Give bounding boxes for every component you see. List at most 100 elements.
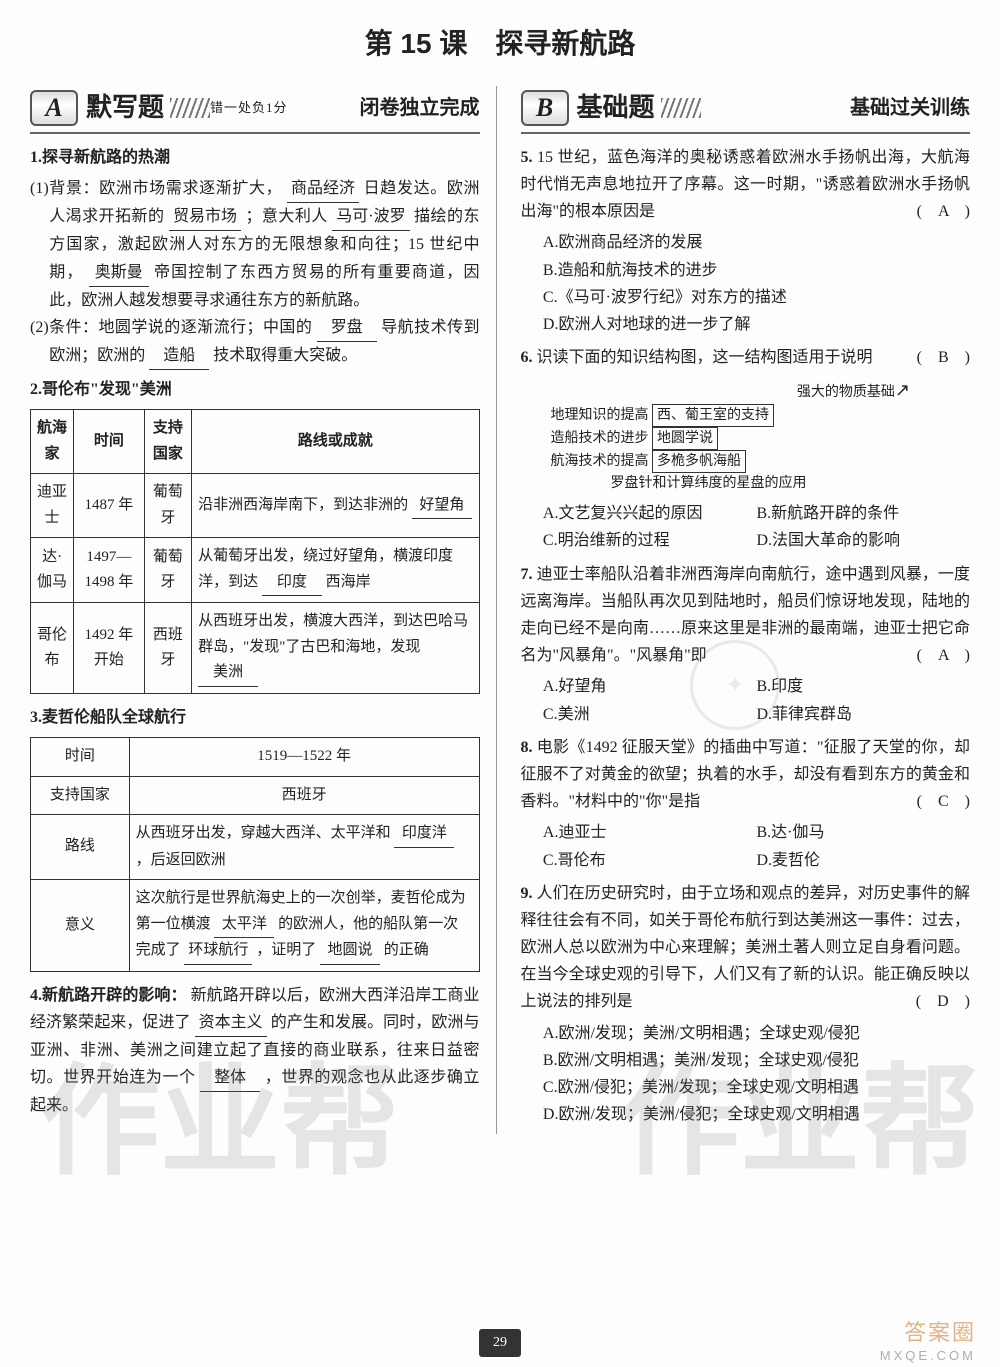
text: (2)条件：地圆学说的逐渐流行；中国的 <box>30 319 312 336</box>
qnum: 6. <box>521 349 533 366</box>
blank: 奥斯曼 <box>89 259 149 287</box>
opt: C.《马可·波罗行纪》对东方的描述 <box>543 284 970 311</box>
heading-2: 2.哥伦布"发现"美洲 <box>30 376 480 403</box>
text: 的正确 <box>384 942 429 958</box>
section-a-header: A 默写题 错一处负1分 闭卷独立完成 <box>30 86 480 134</box>
td: 1497—1498 年 <box>74 538 145 603</box>
magellan-table: 时间 1519—1522 年 支持国家 西班牙 路线 从西班牙出发，穿越大西洋、… <box>30 737 480 972</box>
td: 从西班牙出发，横渡大西洋，到达巴哈马群岛，"发现"了古巴和海地，发现 美洲 <box>192 603 479 694</box>
heading-1: 1.探寻新航路的热潮 <box>30 144 480 171</box>
text: 从西班牙出发，横渡大西洋，到达巴哈马群岛，"发现"了古巴和海地，发现 <box>198 613 468 655</box>
td: 1519—1522 年 <box>129 738 479 777</box>
answer-paren: ( C ) <box>917 788 970 815</box>
td: 支持国家 <box>31 776 130 815</box>
td: 沿非洲西海岸南下，到达非洲的 好望角 <box>192 474 479 538</box>
section-b-header: B 基础题 基础过关训练 <box>521 86 971 134</box>
td: 路线 <box>31 815 130 880</box>
answer: D <box>937 993 949 1010</box>
td: 西班牙 <box>144 603 191 694</box>
q5-options: A.欧洲商品经济的发展 B.造船和航海技术的进步 C.《马可·波罗行纪》对东方的… <box>543 229 970 338</box>
blank: 美洲 <box>198 660 258 687</box>
opt: C.美洲 <box>543 701 757 728</box>
th: 时间 <box>74 410 145 474</box>
corner-url: MXQE.COM <box>880 1345 976 1367</box>
diagram-text: 航海技术的提高 <box>551 454 649 469</box>
answer-paren: ( A ) <box>917 198 970 225</box>
q6-diagram: 强大的物质基础↗ 地理知识的提高 西、葡王室的支持 造船技术的进步 地圆学说 航… <box>551 377 971 494</box>
page-number: 29 <box>479 1329 521 1357</box>
blank: 贸易市场 <box>169 203 241 231</box>
answer-paren: ( D ) <box>916 988 970 1015</box>
th: 航海家 <box>31 410 74 474</box>
th: 支持国家 <box>144 410 191 474</box>
diagram-box: 西、葡王室的支持 <box>652 404 774 427</box>
answer-paren: ( A ) <box>917 642 970 669</box>
blank: 马可·波罗 <box>332 203 409 231</box>
opt: B.新航路开辟的条件 <box>756 500 970 527</box>
text: 西海岸 <box>326 574 371 590</box>
blank: 地圆说 <box>320 938 380 965</box>
text: 技术取得重大突破。 <box>213 347 357 364</box>
para-1-1: (1)背景：欧洲市场需求逐渐扩大， 商品经济 日趋发达。欧洲人渴求开拓新的 贸易… <box>49 175 479 314</box>
text: ；意大利人 <box>245 208 327 225</box>
heading-3: 3.麦哲伦船队全球航行 <box>30 704 480 731</box>
th: 路线或成就 <box>192 410 479 474</box>
opt: C.欧洲/侵犯；美洲/发现；全球史观/文明相遇 <box>543 1074 970 1101</box>
td: 从西班牙出发，穿越大西洋、太平洋和 印度洋 ，后返回欧洲 <box>129 815 479 880</box>
qtext: 电影《1492 征服天堂》的插曲中写道："征服了天堂的你，却征服不了对黄金的欲望… <box>521 739 971 810</box>
blank: 商品经济 <box>287 175 359 203</box>
question-9: 9. 人们在历史研究时，由于立场和观点的差异，对历史事件的解释往往会有不同，如关… <box>521 880 971 1016</box>
para-1-2: (2)条件：地圆学说的逐渐流行；中国的 罗盘 导航技术传到欧洲；欧洲的 造船 技… <box>49 314 479 370</box>
td: 迪亚士 <box>31 474 74 538</box>
opt: A.欧洲商品经济的发展 <box>543 229 970 256</box>
blank: 印度洋 <box>394 821 454 848</box>
q9-options: A.欧洲/发现；美洲/文明相遇；全球史观/侵犯 B.欧洲/文明相遇；美洲/发现；… <box>543 1020 970 1129</box>
blank: 资本主义 <box>195 1009 267 1037</box>
answer: A <box>938 203 949 220</box>
td: 达·伽马 <box>31 538 74 603</box>
sec-a-right: 闭卷独立完成 <box>360 91 480 125</box>
td: 从葡萄牙出发，绕过好望角，横渡印度洋，到达 印度 西海岸 <box>192 538 479 603</box>
blank: 整体 <box>200 1064 260 1092</box>
sec-a-sub: 错一处负1分 <box>210 97 288 119</box>
blank: 造船 <box>149 342 209 370</box>
two-column-layout: A 默写题 错一处负1分 闭卷独立完成 1.探寻新航路的热潮 (1)背景：欧洲市… <box>30 86 970 1135</box>
opt: C.哥伦布 <box>543 847 757 874</box>
diagram-box: 地圆学说 <box>652 427 718 450</box>
sec-b-title: 基础题 <box>577 86 655 130</box>
td: 时间 <box>31 738 130 777</box>
td: 1492 年开始 <box>74 603 145 694</box>
text: (1)背景：欧洲市场需求逐渐扩大， <box>30 180 282 197</box>
diagram-text: 强大的物质基础 <box>797 385 895 400</box>
td: 葡萄牙 <box>144 474 191 538</box>
td: 西班牙 <box>129 776 479 815</box>
question-8: 8. 电影《1492 征服天堂》的插曲中写道："征服了天堂的你，却征服不了对黄金… <box>521 734 971 816</box>
opt: C.明治维新的过程 <box>543 527 757 554</box>
qnum: 5. <box>521 149 533 166</box>
text: 沿非洲西海岸南下，到达非洲的 <box>198 497 408 513</box>
left-column: A 默写题 错一处负1分 闭卷独立完成 1.探寻新航路的热潮 (1)背景：欧洲市… <box>30 86 497 1135</box>
badge-b: B <box>521 90 569 126</box>
explorers-table: 航海家 时间 支持国家 路线或成就 迪亚士 1487 年 葡萄牙 沿非洲西海岸南… <box>30 409 480 694</box>
q8-options: A.迪亚士B.达·伽马 C.哥伦布D.麦哲伦 <box>543 819 970 873</box>
blank: 罗盘 <box>317 314 377 342</box>
qnum: 7. <box>521 566 533 583</box>
question-7: 7. 迪亚士率船队沿着非洲西海岸向南航行，途中遇到风暴，一度远离海岸。当船队再次… <box>521 561 971 670</box>
opt: A.欧洲/发现；美洲/文明相遇；全球史观/侵犯 <box>543 1020 970 1047</box>
q6-options: A.文艺复兴兴起的原因B.新航路开辟的条件 C.明治维新的过程D.法国大革命的影… <box>543 500 970 554</box>
arrow-icon: ↗ <box>895 380 910 400</box>
text: ，后返回欧洲 <box>136 852 226 868</box>
answer: B <box>938 349 949 366</box>
sec-a-title: 默写题 <box>86 86 164 130</box>
sec-b-right: 基础过关训练 <box>850 91 970 125</box>
qtext: 迪亚士率船队沿着非洲西海岸向南航行，途中遇到风暴，一度远离海岸。当船队再次见到陆… <box>521 566 971 665</box>
diagram-text: 地理知识的提高 <box>551 408 649 423</box>
opt: B.达·伽马 <box>756 819 970 846</box>
qtext: 15 世纪，蓝色海洋的奥秘诱惑着欧洲水手扬帆出海，大航海时代悄无声息地拉开了序幕… <box>521 149 971 220</box>
answer: C <box>938 793 949 810</box>
qtext: 识读下面的知识结构图，这一结构图适用于说明 <box>537 349 873 366</box>
answer: A <box>938 647 949 664</box>
question-6: 6. 识读下面的知识结构图，这一结构图适用于说明 ( B ) <box>521 344 971 371</box>
qnum: 9. <box>521 885 533 902</box>
opt: D.欧洲人对地球的进一步了解 <box>543 311 970 338</box>
